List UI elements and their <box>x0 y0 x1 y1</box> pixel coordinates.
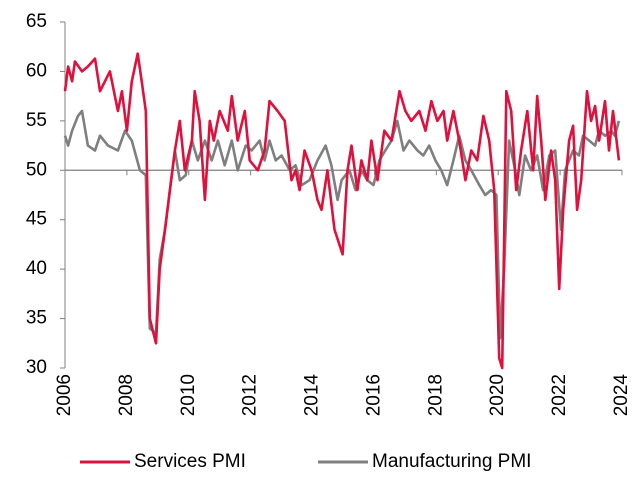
x-tick-label: 2014 <box>302 374 323 417</box>
x-tick-label: 2016 <box>363 374 384 416</box>
y-tick-label: 50 <box>26 159 47 180</box>
series-line <box>63 52 621 370</box>
y-tick-label: 30 <box>26 357 47 378</box>
y-tick-label: 60 <box>26 60 47 81</box>
legend-label: Services PMI <box>134 451 246 472</box>
x-tick-label: 2024 <box>611 374 632 417</box>
x-tick-label: 2008 <box>116 374 137 416</box>
x-tick-label: 2010 <box>178 374 199 416</box>
legend-label: Manufacturing PMI <box>372 451 531 472</box>
x-tick-label: 2012 <box>240 374 261 416</box>
x-tick-label: 2006 <box>54 374 75 416</box>
y-tick-label: 55 <box>26 110 47 131</box>
y-tick-label: 65 <box>26 11 47 32</box>
y-tick-label: 40 <box>26 258 47 279</box>
y-tick-label: 45 <box>26 209 47 230</box>
x-tick-label: 2018 <box>425 374 446 416</box>
x-tick-label: 2020 <box>487 374 508 416</box>
x-tick-label: 2022 <box>549 374 570 416</box>
y-tick-label: 35 <box>26 308 47 329</box>
